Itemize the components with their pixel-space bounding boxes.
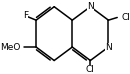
Text: MeO: MeO: [0, 43, 20, 52]
Text: N: N: [87, 2, 94, 11]
Text: Cl: Cl: [86, 65, 95, 74]
Text: Cl: Cl: [121, 13, 130, 22]
Text: N: N: [105, 43, 112, 52]
Text: F: F: [23, 11, 28, 20]
